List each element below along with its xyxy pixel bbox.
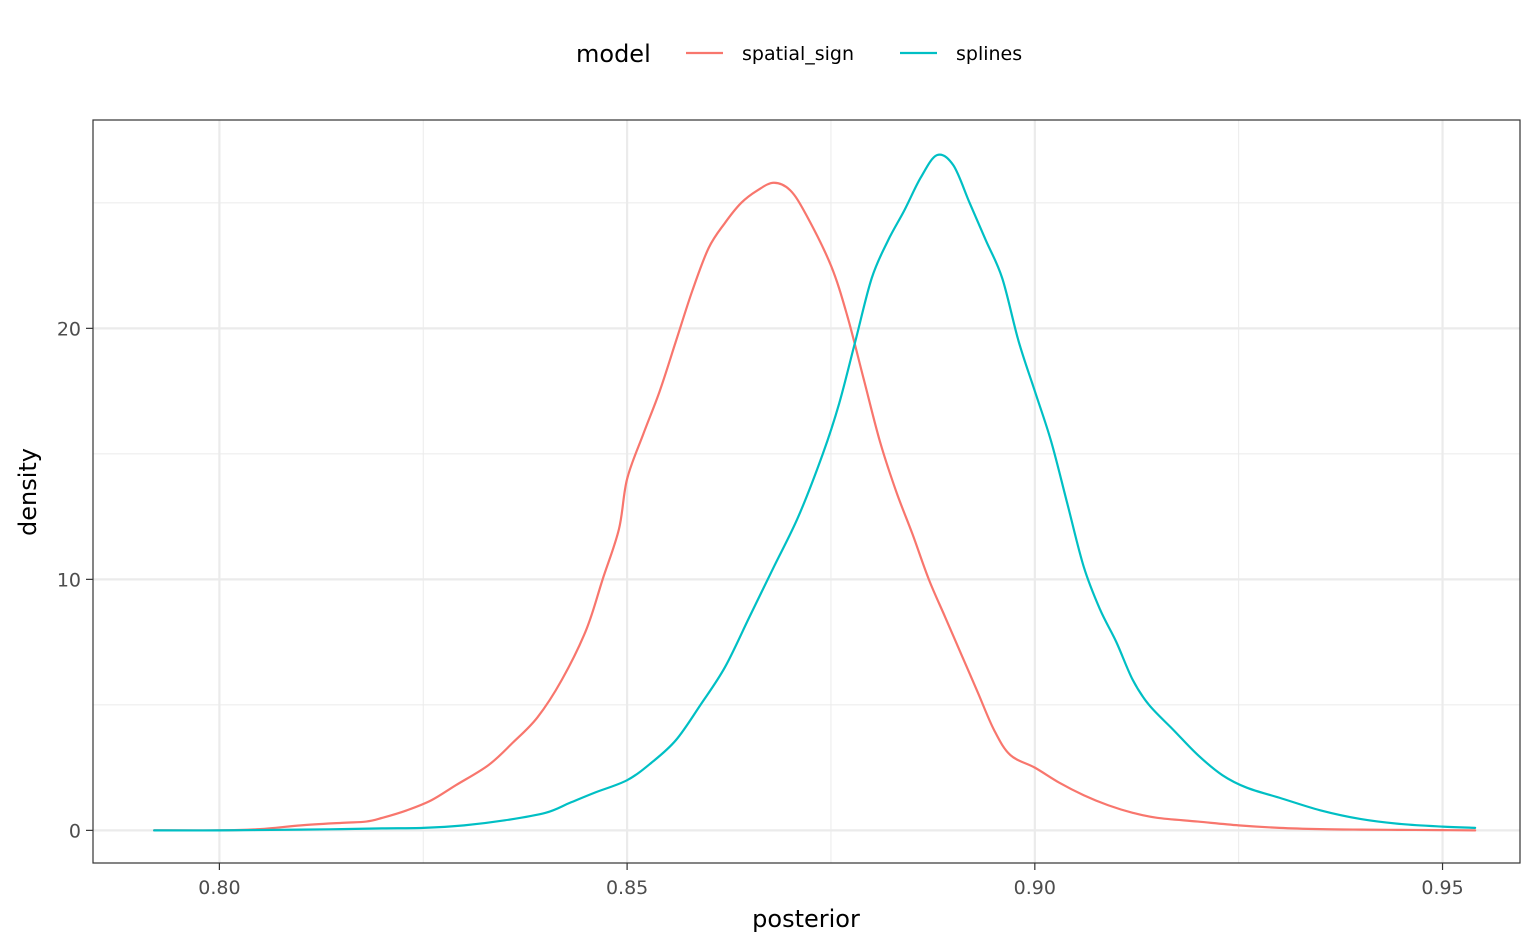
y-tick-label: 0 [69, 820, 81, 842]
x-axis-title: posterior [752, 905, 860, 933]
series-lines [153, 153, 1477, 832]
legend: model spatial_sign splines [576, 40, 1022, 68]
legend-entries: spatial_sign splines [686, 43, 1022, 65]
series-line-spatial-sign [153, 181, 1477, 832]
y-tick-labels: 0 10 20 [57, 318, 81, 842]
grid-minor [93, 120, 1520, 863]
y-axis-title: density [14, 448, 42, 536]
axis-ticks [86, 327, 1444, 870]
x-tick-label: 0.90 [1014, 877, 1056, 899]
legend-label-spatial-sign: spatial_sign [742, 43, 854, 65]
series-line-splines [153, 153, 1477, 832]
plot-panel-border [92, 119, 1521, 864]
legend-label-splines: splines [956, 43, 1022, 65]
y-tick-label: 20 [57, 318, 81, 340]
legend-title: model [576, 40, 651, 68]
y-tick-label: 10 [57, 569, 81, 591]
x-tick-label: 0.80 [198, 877, 240, 899]
x-tick-labels: 0.80 0.85 0.90 0.95 [198, 877, 1463, 899]
x-tick-label: 0.85 [606, 877, 648, 899]
plot-background [93, 120, 1520, 863]
x-tick-label: 0.95 [1421, 877, 1463, 899]
